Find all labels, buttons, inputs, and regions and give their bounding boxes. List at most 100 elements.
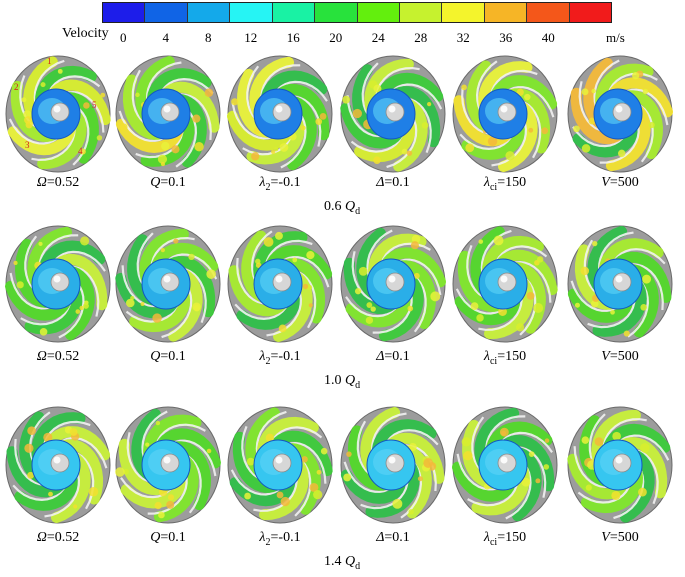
criterion-caption: Ω=0.52 xyxy=(37,175,80,191)
criterion-subscript: ci xyxy=(489,355,498,367)
impeller-vortex-image xyxy=(5,406,111,524)
vortex-panel xyxy=(563,52,677,176)
legend-swatch xyxy=(315,3,358,22)
legend-swatch xyxy=(103,3,146,22)
impeller-vortex-image: 1 2 3 4 5 xyxy=(5,55,111,173)
criterion-subscript: 2 xyxy=(265,181,271,193)
impeller-vortex-image xyxy=(567,55,673,173)
flow-rate-value: 0.6 xyxy=(323,199,345,214)
impeller-vortex-image xyxy=(340,55,446,173)
criterion-caption: λ2=-0.1 xyxy=(259,530,300,548)
criterion-value: =-0.1 xyxy=(270,530,301,545)
flow-rate-symbol: Q xyxy=(344,554,356,569)
legend-tick-label: 8 xyxy=(205,30,212,45)
legend-tick-label: 0 xyxy=(120,30,127,45)
legend-tick-label: 32 xyxy=(456,30,470,45)
criterion-caption: λci=150 xyxy=(484,349,526,367)
vortex-panel xyxy=(111,222,225,346)
legend-tick-label: 36 xyxy=(499,30,513,45)
criterion-caption: Δ=0.1 xyxy=(376,175,410,191)
criterion-caption: Q=0.1 xyxy=(150,175,186,191)
criterion-caption: Ω=0.52 xyxy=(37,530,80,546)
criterion-value: =0.1 xyxy=(384,349,410,364)
criterion-symbol: λ xyxy=(483,530,490,545)
criterion-value: =-0.1 xyxy=(270,349,301,364)
criterion-value: =0.1 xyxy=(160,349,186,364)
criterion-caption: V=500 xyxy=(601,175,638,191)
legend-title: Velocity xyxy=(62,26,109,41)
vortex-panel xyxy=(448,222,562,346)
legend-swatch xyxy=(527,3,570,22)
impeller-vortex-image xyxy=(227,55,333,173)
impeller-vortex-image xyxy=(340,406,446,524)
legend-tick-label: 28 xyxy=(414,30,428,45)
criterion-symbol: Ω xyxy=(36,530,47,545)
legend-swatch xyxy=(442,3,485,22)
flow-rate-value: 1.0 xyxy=(323,373,345,388)
legend-swatch xyxy=(187,3,231,22)
vortex-panel xyxy=(1,403,115,527)
criterion-value: =500 xyxy=(609,530,639,545)
criterion-subscript: ci xyxy=(489,181,498,193)
criterion-caption: Ω=0.52 xyxy=(37,349,80,365)
impeller-vortex-image xyxy=(452,406,558,524)
criterion-value: =-0.1 xyxy=(270,175,301,190)
flow-rate-subscript: d xyxy=(355,205,361,217)
criterion-caption: Q=0.1 xyxy=(150,349,186,365)
vortex-panel xyxy=(1,222,115,346)
blade-number: 3 xyxy=(25,140,30,150)
legend-swatch xyxy=(357,3,400,22)
criterion-symbol: V xyxy=(601,530,610,545)
flow-rate-subscript: d xyxy=(355,560,361,572)
vortex-panel xyxy=(563,222,677,346)
legend-tick-label: 24 xyxy=(371,30,385,45)
criterion-symbol: λ xyxy=(259,175,266,190)
vortex-panel xyxy=(563,403,677,527)
legend-unit: m/s xyxy=(606,30,625,45)
vortex-panel xyxy=(111,52,225,176)
vortex-panel xyxy=(336,52,450,176)
impeller-vortex-image xyxy=(227,225,333,343)
legend-swatch xyxy=(569,3,612,22)
flow-rate-subscript: d xyxy=(355,379,361,391)
vortex-panel: 1 2 3 4 5 xyxy=(1,52,115,176)
impeller-vortex-image xyxy=(115,406,221,524)
flow-rate-label: 0.6 Qd xyxy=(324,199,360,217)
vortex-panel xyxy=(223,222,337,346)
criterion-symbol: Δ xyxy=(376,530,385,545)
impeller-vortex-image xyxy=(567,225,673,343)
flow-rate-label: 1.0 Qd xyxy=(324,373,360,391)
criterion-caption: Δ=0.1 xyxy=(376,349,410,365)
impeller-vortex-image xyxy=(567,406,673,524)
criterion-value: =0.1 xyxy=(160,175,186,190)
criterion-symbol: V xyxy=(601,175,610,190)
impeller-vortex-image xyxy=(227,406,333,524)
criterion-value: =150 xyxy=(497,175,527,190)
criterion-symbol: λ xyxy=(259,349,266,364)
criterion-symbol: V xyxy=(601,349,610,364)
criterion-caption: Q=0.1 xyxy=(150,530,186,546)
blade-number: 1 xyxy=(47,56,52,66)
criterion-subscript: ci xyxy=(489,536,498,548)
criterion-symbol: Q xyxy=(150,530,161,545)
legend-tick-label: 40 xyxy=(541,30,555,45)
velocity-color-bar xyxy=(102,2,612,23)
legend-tick-label: 16 xyxy=(286,30,300,45)
criterion-symbol: Ω xyxy=(36,175,47,190)
criterion-symbol: λ xyxy=(259,530,266,545)
criterion-caption: λci=150 xyxy=(484,530,526,548)
criterion-caption: λ2=-0.1 xyxy=(259,175,300,193)
impeller-vortex-image xyxy=(115,55,221,173)
vortex-panel xyxy=(111,403,225,527)
criterion-value: =0.52 xyxy=(46,530,80,545)
criterion-symbol: Δ xyxy=(376,175,385,190)
criterion-caption: V=500 xyxy=(601,349,638,365)
legend-swatch xyxy=(272,3,316,22)
legend-tick-label: 12 xyxy=(244,30,258,45)
criterion-caption: λci=150 xyxy=(484,175,526,193)
criterion-value: =150 xyxy=(497,349,527,364)
legend-tick-label: 20 xyxy=(329,30,343,45)
vortex-panel xyxy=(336,222,450,346)
criterion-symbol: λ xyxy=(483,349,490,364)
criterion-value: =0.1 xyxy=(384,175,410,190)
